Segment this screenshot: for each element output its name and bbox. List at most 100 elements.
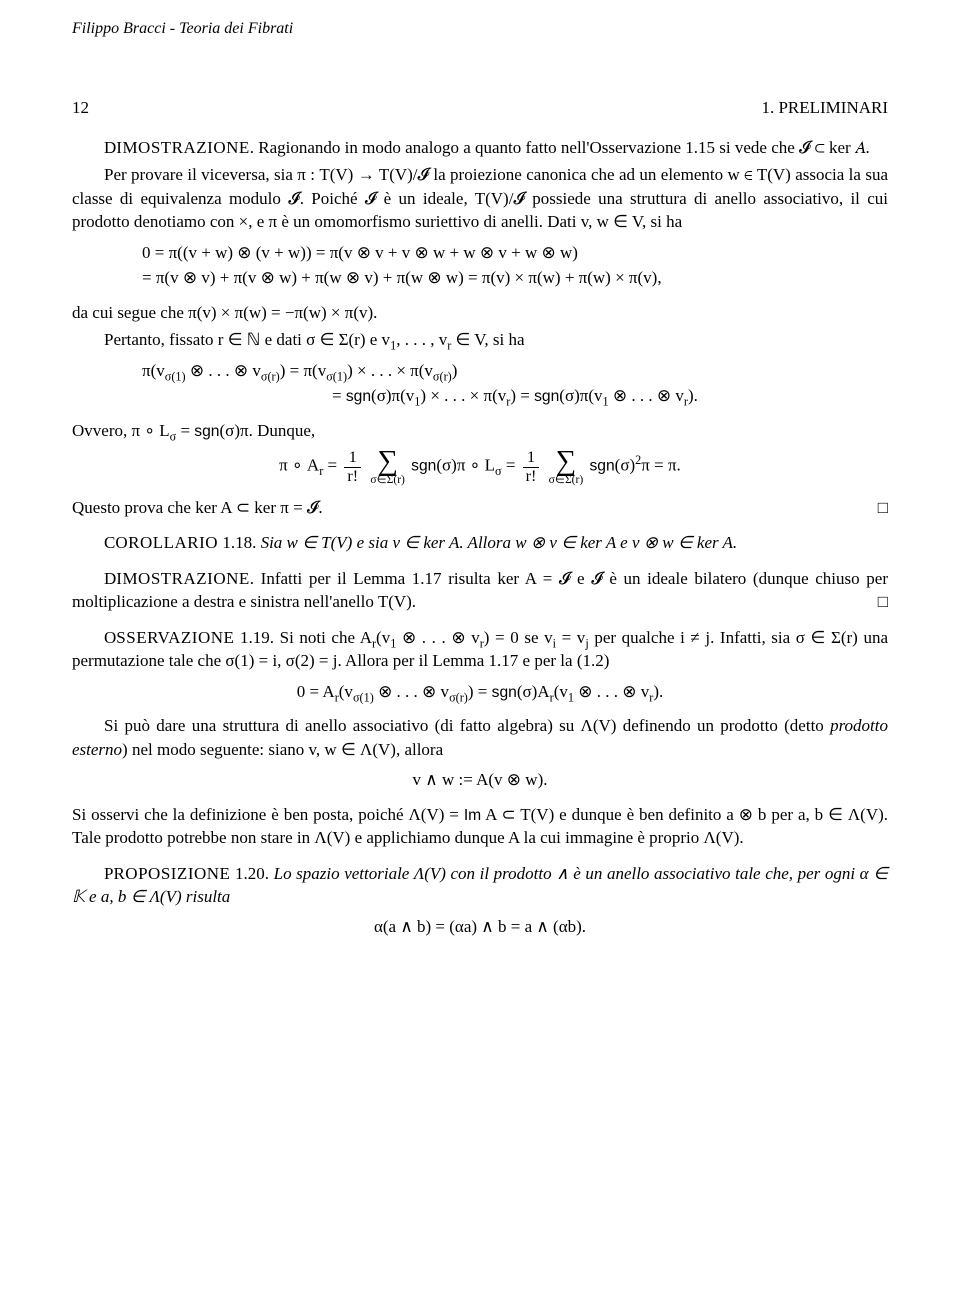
eq2l1b: ⊗ . . . ⊗ v — [186, 361, 261, 380]
propb: ROPOSIZIONE — [113, 864, 230, 883]
equation-1: 0 = π((v + w) ⊗ (v + w)) = π(v ⊗ v + v ⊗… — [72, 240, 888, 291]
ossf: ) = 0 se v — [484, 628, 553, 647]
frac1d: r! — [344, 468, 361, 486]
p4b: , . . . , v — [396, 330, 447, 349]
eq2s1: σ(1) — [165, 369, 186, 383]
proof-opening: DIMOSTRAZIONE. Ragionando in modo analog… — [72, 136, 888, 159]
para-7: Si può dare una struttura di anello asso… — [72, 714, 888, 761]
ossg: = v — [556, 628, 585, 647]
p5b: = — [176, 421, 194, 440]
sc-dimostrazione: IMOSTRAZIONE — [116, 138, 250, 157]
p5c: (σ)π. Dunque, — [220, 421, 316, 440]
eq2s4: σ(r) — [433, 369, 452, 383]
im: Im — [464, 807, 481, 824]
eq3c: (σ)π ∘ L — [436, 456, 495, 475]
eq2l2f: ⊗ . . . ⊗ v — [609, 386, 684, 405]
proof-text-1: . Ragionando in modo analogo a quanto fa… — [250, 138, 870, 157]
para-4: Pertanto, fissato r ∈ ℕ e dati σ ∈ Σ(r) … — [72, 328, 888, 351]
eq3f: π = π. — [641, 456, 681, 475]
ossa: O — [104, 628, 116, 647]
para-8: Si osservi che la definizione è ben post… — [72, 803, 888, 850]
dim2b: IMOSTRAZIONE — [116, 569, 250, 588]
doc-title: Teoria dei Fibrati — [179, 20, 293, 37]
eq4h: ). — [653, 682, 663, 701]
eq2l1e: ) — [452, 361, 458, 380]
cor-c: 1.18. — [218, 533, 261, 552]
eq2l2c: ) × . . . × π(v — [420, 386, 506, 405]
proof-para-2: Per provare il viceversa, sia π : T(V) →… — [72, 163, 888, 233]
eq2l2e: (σ)π(v — [559, 386, 602, 405]
para-3: da cui segue che π(v) × π(w) = −π(w) × π… — [72, 301, 888, 324]
sc-d1: D — [104, 138, 116, 157]
page-header: 12 1. PRELIMINARI — [72, 98, 888, 118]
eq3e: (σ) — [615, 456, 636, 475]
cor-d: Sia w ∈ T(V) e sia v ∈ ker A. Allora w ⊗… — [261, 533, 738, 552]
sgn3: sgn — [194, 423, 219, 440]
eq4d: ) = — [468, 682, 492, 701]
equation-6: α(a ∧ b) = (αa) ∧ b = a ∧ (αb). — [72, 914, 888, 940]
p6t: Questo prova che ker A ⊂ ker π = 𝓘. — [72, 498, 323, 517]
eq2s3: σ(1) — [326, 369, 347, 383]
osse: ⊗ . . . ⊗ v — [396, 628, 479, 647]
proof-2: DIMOSTRAZIONE. Infatti per il Lemma 1.17… — [72, 567, 888, 614]
eq4b: (v — [339, 682, 353, 701]
ossc: 1.19. Si noti che A — [234, 628, 372, 647]
page-number: 12 — [72, 98, 89, 118]
eq3d: = — [502, 456, 520, 475]
equation-3: π ∘ Ar = 1r! ∑σ∈Σ(r) sgn(σ)π ∘ Lσ = 1r! … — [72, 448, 888, 486]
eq2s2: σ(r) — [261, 369, 280, 383]
eq2l2a: = — [332, 386, 346, 405]
p5a: Ovvero, π ∘ L — [72, 421, 170, 440]
eq4s2: σ(1) — [353, 690, 374, 704]
eq4e: (σ)A — [517, 682, 550, 701]
page: Filippo Bracci - Teoria dei Fibrati 12 1… — [0, 0, 960, 1300]
p7a: Si può dare una struttura di anello asso… — [104, 716, 830, 735]
sum1lim: σ∈Σ(r) — [370, 474, 405, 486]
equation-4: 0 = Ar(vσ(1) ⊗ . . . ⊗ vσ(r)) = sgn(σ)Ar… — [72, 679, 888, 705]
equation-5: v ∧ w := A(v ⊗ w). — [72, 767, 888, 793]
qed-1: □ — [878, 496, 888, 519]
eq2l2b: (σ)π(v — [371, 386, 414, 405]
eq2l2d: ) = — [510, 386, 534, 405]
propc: 1.20. — [230, 864, 273, 883]
para-5: Ovvero, π ∘ Lσ = sgn(σ)π. Dunque, — [72, 419, 888, 443]
para-6: Questo prova che ker A ⊂ ker π = 𝓘. □ — [72, 496, 888, 519]
corollary: COROLLARIO 1.18. Sia w ∈ T(V) e sia v ∈ … — [72, 531, 888, 554]
ossb: SSERVAZIONE — [116, 628, 234, 647]
running-head: Filippo Bracci - Teoria dei Fibrati — [72, 20, 888, 38]
sum1: ∑σ∈Σ(r) — [370, 448, 405, 486]
chapter-title: 1. PRELIMINARI — [761, 98, 888, 118]
sum2: ∑σ∈Σ(r) — [549, 448, 584, 486]
osservazione: OSSERVAZIONE 1.19. Si noti che Ar(v1 ⊗ .… — [72, 626, 888, 673]
sgn2: sgn — [534, 388, 559, 405]
author-name: Filippo Bracci — [72, 20, 166, 37]
qed-2: □ — [846, 590, 888, 613]
eq3s2: σ — [495, 464, 502, 478]
frac2d: r! — [523, 468, 540, 486]
p4a: Pertanto, fissato r ∈ ℕ e dati σ ∈ Σ(r) … — [104, 330, 390, 349]
eq4a: 0 = A — [297, 682, 335, 701]
eq4g: ⊗ . . . ⊗ v — [574, 682, 649, 701]
p4c: ∈ V, si ha — [451, 330, 524, 349]
eq4c: ⊗ . . . ⊗ v — [374, 682, 449, 701]
sum2lim: σ∈Σ(r) — [549, 474, 584, 486]
sgn4: sgn — [411, 458, 436, 475]
eq4s3: σ(r) — [449, 690, 468, 704]
frac1: 1r! — [344, 449, 361, 486]
eq2-line2: = sgn(σ)π(v1) × . . . × π(vr) = sgn(σ)π(… — [142, 383, 888, 409]
eq3a: π ∘ A — [279, 456, 319, 475]
sgn6: sgn — [492, 684, 517, 701]
p8a: Si osservi che la definizione è ben post… — [72, 805, 464, 824]
eq1-line2: = π(v ⊗ v) + π(v ⊗ w) + π(w ⊗ v) + π(w ⊗… — [142, 265, 888, 291]
frac2: 1r! — [523, 449, 540, 486]
frac2n: 1 — [523, 449, 540, 468]
eq1-line1: 0 = π((v + w) ⊗ (v + w)) = π(v ⊗ v + v ⊗… — [142, 240, 888, 266]
dim2a: D — [104, 569, 116, 588]
eq3b: = — [323, 456, 341, 475]
sgn1: sgn — [346, 388, 371, 405]
eq2l1a: π(v — [142, 361, 165, 380]
ossd: (v — [376, 628, 390, 647]
frac1n: 1 — [344, 449, 361, 468]
cor-a: C — [104, 533, 115, 552]
title-sep: - — [166, 20, 179, 37]
